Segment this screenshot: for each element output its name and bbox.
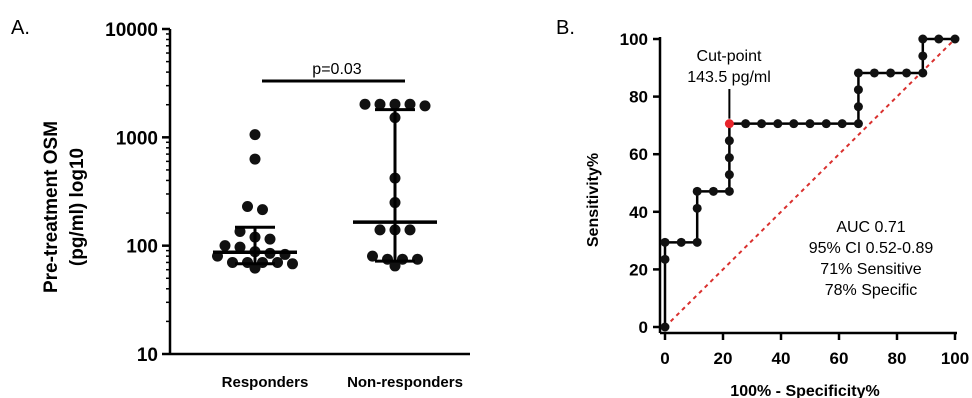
panel-a-label: A.	[11, 17, 30, 39]
roc-point	[692, 237, 702, 247]
data-point-responders	[219, 240, 231, 252]
panel-b-x-tick-label: 80	[888, 349, 907, 368]
roc-point	[757, 119, 767, 129]
panel-a-ylabel-line1: Pre-treatment OSM	[41, 121, 62, 293]
roc-point	[853, 102, 863, 112]
panel-b-x-tick-label: 100	[941, 349, 969, 368]
data-point-non-responders	[404, 224, 416, 236]
roc-point	[918, 51, 928, 61]
data-point-responders	[257, 204, 268, 216]
panel-a-y-tick-label: 100	[126, 237, 158, 258]
data-point-non-responders	[389, 260, 401, 272]
roc-point	[692, 186, 702, 196]
roc-point	[805, 119, 815, 129]
roc-point	[660, 322, 670, 332]
data-point-non-responders	[367, 250, 378, 262]
data-point-non-responders	[374, 98, 386, 110]
data-point-non-responders	[374, 224, 386, 236]
panel-b-y-tick-label: 80	[629, 88, 648, 107]
roc-point	[724, 186, 734, 196]
roc-point	[886, 68, 896, 78]
roc-point	[660, 254, 670, 264]
roc-point	[724, 136, 734, 146]
significance-label: p=0.03	[312, 61, 361, 78]
roc-point	[676, 237, 686, 247]
data-point-responders	[234, 226, 246, 238]
data-point-responders	[287, 258, 298, 270]
data-point-non-responders	[389, 98, 401, 110]
panel-b-ylabel: Sensitivity%	[585, 153, 602, 247]
data-point-responders	[249, 129, 261, 141]
cutpoint-marker	[724, 119, 734, 129]
stats-auc: AUC 0.71	[836, 219, 905, 236]
roc-point	[692, 203, 702, 213]
category-label-responders: Responders	[222, 374, 309, 391]
data-point-non-responders	[359, 98, 371, 110]
panel-b: Sensitivity% 100% - Specificity% Cut-poi…	[585, 30, 969, 398]
roc-point	[708, 186, 718, 196]
panel-b-x-tick-label: 40	[772, 349, 791, 368]
panel-b-y-tick-label: 40	[629, 203, 648, 222]
data-point-responders	[242, 200, 253, 212]
roc-point	[789, 119, 799, 129]
roc-point	[660, 237, 670, 247]
panel-b-y-tick-label: 60	[629, 145, 648, 164]
roc-point	[724, 153, 734, 163]
category-label-non-responders: Non-responders	[347, 374, 463, 391]
roc-point	[853, 85, 863, 95]
roc-point	[934, 34, 944, 44]
roc-point	[741, 119, 751, 129]
panel-a-ylabel-line2: (pg/ml) log10	[67, 148, 88, 266]
panel-a-y-tick-label: 10000	[105, 20, 158, 41]
roc-point	[821, 119, 831, 129]
panel-a-y-tick-label: 10	[137, 345, 158, 366]
cutpoint-label-line2: 143.5 pg/ml	[687, 69, 771, 86]
roc-point	[853, 119, 863, 129]
panel-b-y-tick-label: 100	[620, 30, 648, 49]
roc-point	[950, 34, 960, 44]
stats-ci: 95% CI 0.52-0.89	[809, 240, 934, 257]
panel-b-x-tick-label: 60	[830, 349, 849, 368]
data-point-non-responders	[419, 100, 431, 112]
data-point-responders	[234, 241, 246, 253]
panel-b-x-tick-label: 20	[714, 349, 733, 368]
panel-b-y-tick-label: 0	[639, 318, 648, 337]
roc-point	[853, 68, 863, 78]
panel-a: Pre-treatment OSM (pg/ml) log10 Responde…	[41, 20, 470, 391]
roc-point	[773, 119, 783, 129]
roc-point	[918, 34, 928, 44]
roc-point	[724, 170, 734, 180]
data-point-non-responders	[404, 98, 416, 110]
data-point-responders	[249, 262, 261, 274]
panel-b-xlabel: 100% - Specificity%	[730, 383, 879, 398]
data-point-non-responders	[412, 253, 423, 265]
roc-point	[902, 68, 912, 78]
panel-b-x-tick-label: 0	[660, 349, 669, 368]
panel-b-y-tick-label: 20	[629, 260, 648, 279]
panel-b-label: B.	[556, 17, 575, 39]
stats-sensitive: 71% Sensitive	[820, 261, 921, 278]
stats-specific: 78% Specific	[825, 282, 918, 299]
roc-point	[837, 119, 847, 129]
panel-a-y-tick-label: 1000	[116, 128, 158, 149]
roc-point	[918, 68, 928, 78]
data-point-responders	[264, 233, 276, 245]
data-point-responders	[249, 153, 261, 165]
roc-point	[869, 68, 879, 78]
cutpoint-label-line1: Cut-point	[697, 48, 762, 65]
